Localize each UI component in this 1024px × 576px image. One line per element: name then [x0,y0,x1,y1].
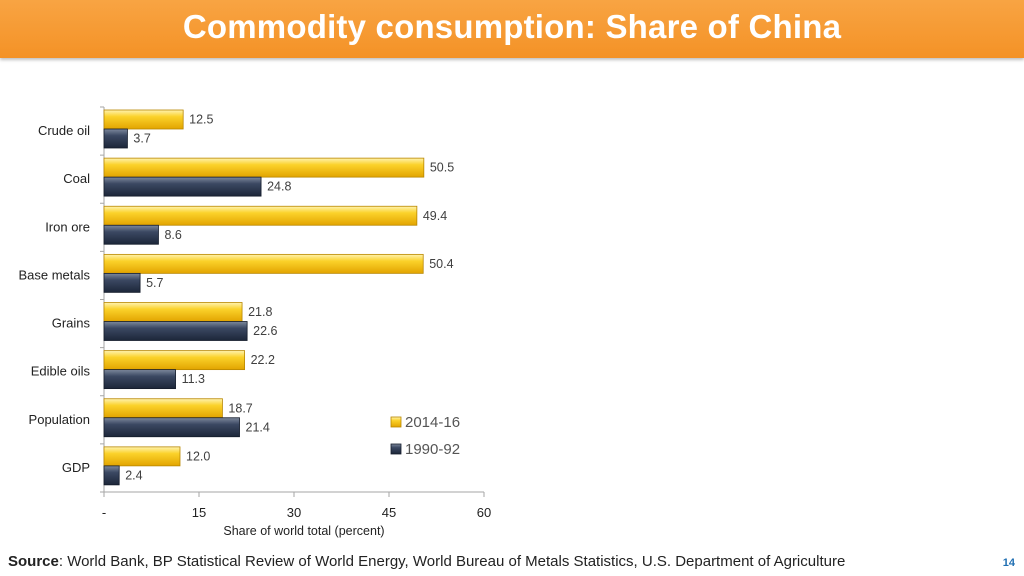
data-label: 2.4 [125,468,142,482]
x-tick-label: 30 [287,505,301,520]
x-tick-label: - [102,505,106,520]
data-label: 22.6 [253,324,277,338]
source-label: Source [8,553,59,570]
x-tick-label: 60 [477,505,491,520]
legend-swatch-2014-16 [390,416,402,428]
x-tick-label: 45 [382,505,396,520]
x-tick-label: 15 [192,505,206,520]
data-label: 12.5 [189,113,213,127]
bar-2014-16 [103,350,246,371]
category-label: GDP [62,460,90,475]
data-label: 24.8 [267,180,291,194]
data-label: 3.7 [133,132,150,146]
bar-2014-16 [103,253,424,274]
data-label: 11.3 [182,372,205,386]
bar-1990-92 [103,176,262,197]
category-label: Iron ore [45,219,90,234]
category-label: Population [29,412,90,427]
bar-1990-92 [103,128,128,149]
data-label: 50.4 [429,257,453,271]
page-number: 14 [1002,557,1015,569]
data-label: 8.6 [164,228,181,242]
data-label: 21.4 [246,420,270,434]
data-label: 50.5 [430,161,454,175]
bar-2014-16 [103,109,184,130]
source-note: Source: World Bank, BP Statistical Revie… [8,553,845,570]
category-label: Coal [63,171,90,186]
page-title: Commodity consumption: Share of China [182,8,842,45]
bar-1990-92 [103,224,159,245]
bar-2014-16 [103,157,425,178]
bar-1990-92 [103,369,176,390]
bar-1990-92 [103,465,120,486]
legend-label: 2014-16 [405,414,460,431]
bar-2014-16 [103,302,243,322]
category-label: Edible oils [31,364,91,379]
title-bar: Commodity consumption: Share of China [0,0,1024,58]
bar-2014-16 [103,205,418,226]
x-axis-title: Share of world total (percent) [223,524,384,538]
data-label: 21.8 [248,305,272,319]
bar-2014-16 [103,446,181,467]
data-label: 12.0 [186,449,210,463]
data-label: 22.2 [251,353,275,367]
data-label: 18.7 [228,401,252,415]
source-text: : World Bank, BP Statistical Review of W… [58,553,846,570]
legend-label: 1990-92 [405,441,460,458]
category-label: Base metals [18,267,90,282]
legend-swatch-1990-92 [390,443,402,455]
category-label: Crude oil [38,123,90,138]
category-label: Grains [52,316,91,331]
bar-1990-92 [103,272,141,293]
bar-1990-92 [103,321,248,341]
data-label: 5.7 [146,276,163,290]
bar-1990-92 [103,417,240,438]
bar-2014-16 [103,398,223,419]
data-label: 49.4 [423,209,447,223]
